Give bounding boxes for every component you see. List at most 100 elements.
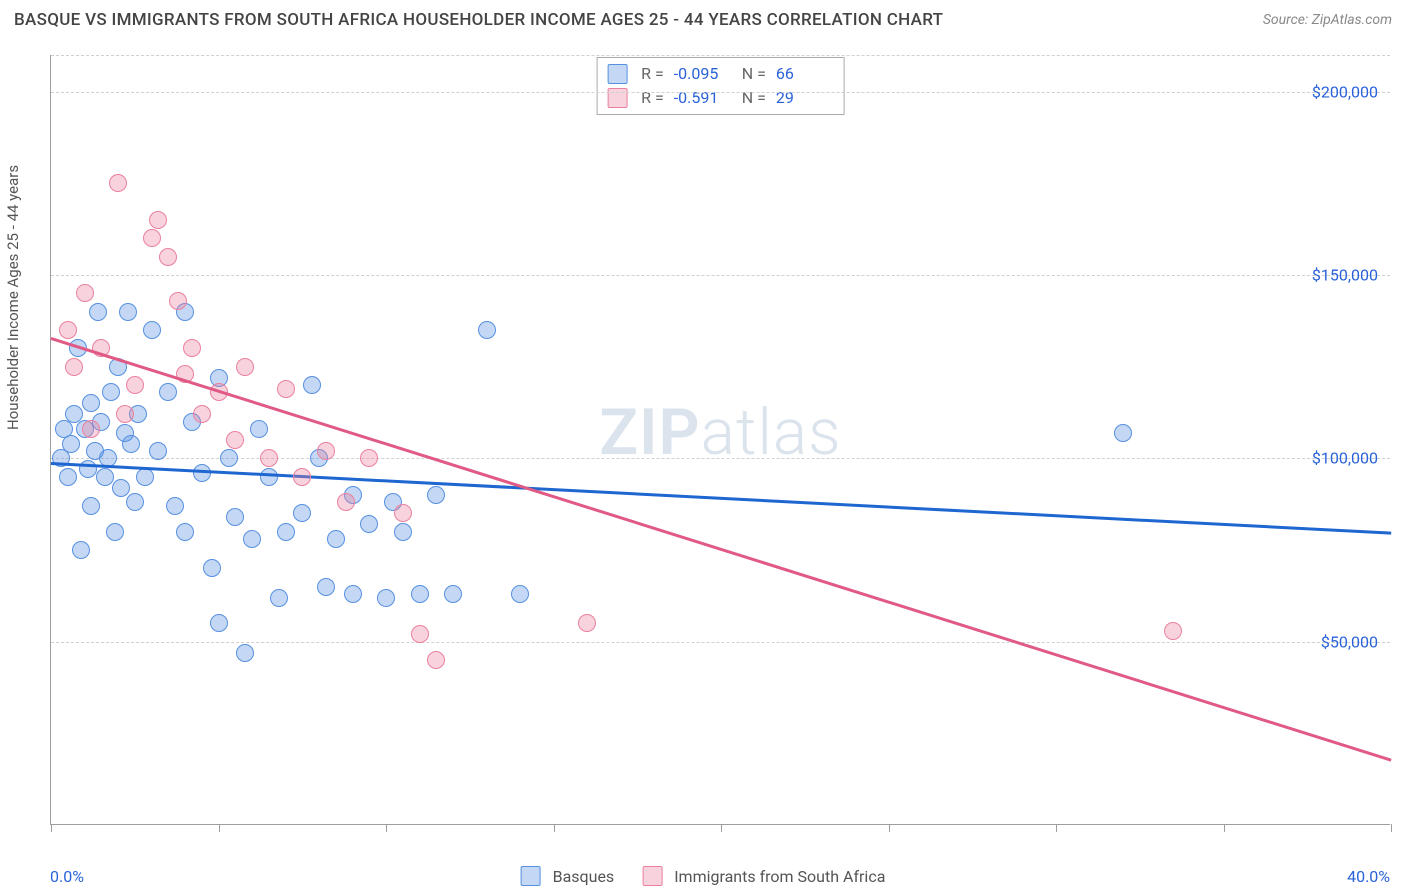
scatter-point: [411, 585, 429, 603]
scatter-point: [65, 358, 83, 376]
scatter-point: [427, 486, 445, 504]
scatter-point: [260, 449, 278, 467]
scatter-point: [122, 435, 140, 453]
scatter-point: [427, 651, 445, 669]
scatter-point: [136, 468, 154, 486]
x-tick: [554, 824, 555, 832]
x-tick: [51, 824, 52, 832]
scatter-point: [166, 497, 184, 515]
r-label: R =: [641, 62, 664, 86]
scatter-point: [126, 376, 144, 394]
trend-line: [51, 462, 1391, 534]
scatter-point: [62, 435, 80, 453]
scatter-point: [203, 559, 221, 577]
trend-line: [51, 337, 1392, 761]
scatter-point: [159, 248, 177, 266]
legend-item-b: Immigrants from South Africa: [642, 866, 885, 886]
scatter-point: [106, 523, 124, 541]
scatter-point: [478, 321, 496, 339]
gridline: [51, 55, 1390, 56]
scatter-point: [270, 589, 288, 607]
scatter-point: [250, 420, 268, 438]
x-tick: [219, 824, 220, 832]
scatter-point: [126, 493, 144, 511]
scatter-point: [183, 339, 201, 357]
legend-label-a: Basques: [553, 867, 615, 886]
x-tick: [889, 824, 890, 832]
scatter-point: [193, 405, 211, 423]
r-label: R =: [641, 86, 664, 110]
x-tick: [386, 824, 387, 832]
scatter-point: [226, 508, 244, 526]
x-tick: [721, 824, 722, 832]
scatter-point: [143, 229, 161, 247]
scatter-point: [277, 380, 295, 398]
y-tick-label: $100,000: [1312, 449, 1378, 468]
scatter-point: [578, 614, 596, 632]
scatter-point: [377, 589, 395, 607]
scatter-point: [59, 321, 77, 339]
x-tick: [1391, 824, 1392, 832]
scatter-point: [220, 449, 238, 467]
scatter-point: [360, 449, 378, 467]
r-value-a: -0.095: [674, 62, 732, 86]
bottom-legend: Basques Immigrants from South Africa: [521, 866, 886, 886]
gridline: [51, 275, 1390, 276]
legend-label-b: Immigrants from South Africa: [674, 867, 885, 886]
stats-row-a: R = -0.095 N = 66: [607, 62, 834, 86]
scatter-point: [89, 303, 107, 321]
scatter-point: [109, 174, 127, 192]
stats-legend: R = -0.095 N = 66 R = -0.591 N = 29: [596, 57, 845, 115]
legend-item-a: Basques: [521, 866, 615, 886]
scatter-point: [143, 321, 161, 339]
r-value-b: -0.591: [674, 86, 732, 110]
n-label: N =: [742, 86, 766, 110]
swatch-b-icon: [642, 866, 662, 886]
scatter-point: [116, 405, 134, 423]
y-tick-label: $200,000: [1312, 82, 1378, 101]
scatter-point: [1114, 424, 1132, 442]
scatter-point: [176, 523, 194, 541]
scatter-point: [102, 383, 120, 401]
scatter-point: [337, 493, 355, 511]
scatter-point: [293, 468, 311, 486]
scatter-point: [260, 468, 278, 486]
scatter-point: [1164, 622, 1182, 640]
x-axis-max: 40.0%: [1347, 867, 1390, 886]
scatter-point: [327, 530, 345, 548]
scatter-point: [317, 578, 335, 596]
scatter-point: [112, 479, 130, 497]
scatter-point: [511, 585, 529, 603]
scatter-point: [236, 358, 254, 376]
scatter-point: [360, 515, 378, 533]
scatter-point: [444, 585, 462, 603]
gridline: [51, 458, 1390, 459]
n-value-b: 29: [776, 86, 834, 110]
source-label: Source: ZipAtlas.com: [1263, 12, 1392, 28]
scatter-point: [236, 644, 254, 662]
scatter-point: [293, 504, 311, 522]
scatter-point: [96, 468, 114, 486]
swatch-a-icon: [521, 866, 541, 886]
scatter-point: [277, 523, 295, 541]
scatter-point: [344, 585, 362, 603]
x-axis-min: 0.0%: [50, 867, 84, 886]
y-tick-label: $50,000: [1321, 632, 1378, 651]
n-value-a: 66: [776, 62, 834, 86]
scatter-point: [193, 464, 211, 482]
n-label: N =: [742, 62, 766, 86]
scatter-point: [243, 530, 261, 548]
scatter-point: [82, 420, 100, 438]
scatter-point: [72, 541, 90, 559]
scatter-point: [317, 442, 335, 460]
scatter-point: [226, 431, 244, 449]
gridline: [51, 92, 1390, 93]
scatter-point: [119, 303, 137, 321]
scatter-point: [210, 614, 228, 632]
scatter-point: [82, 497, 100, 515]
scatter-point: [394, 523, 412, 541]
scatter-point: [159, 383, 177, 401]
scatter-point: [149, 442, 167, 460]
scatter-point: [303, 376, 321, 394]
swatch-a: [607, 64, 627, 84]
